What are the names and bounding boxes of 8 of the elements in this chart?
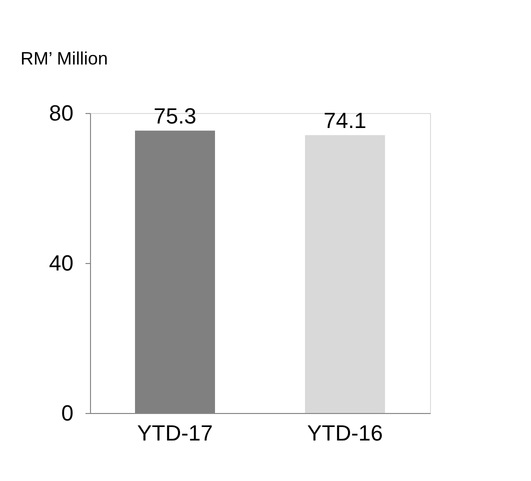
y-tick-label: 40 — [49, 250, 74, 276]
x-tick-label: YTD-16 — [307, 420, 383, 446]
x-tick-label: YTD-17 — [137, 420, 213, 446]
data-label: 74.1 — [324, 108, 366, 134]
y-tick-label: 0 — [61, 400, 74, 426]
y-axis-title: RM’ Million — [20, 48, 108, 68]
data-label: 75.3 — [154, 104, 196, 129]
y-tick-label: 80 — [49, 100, 74, 126]
